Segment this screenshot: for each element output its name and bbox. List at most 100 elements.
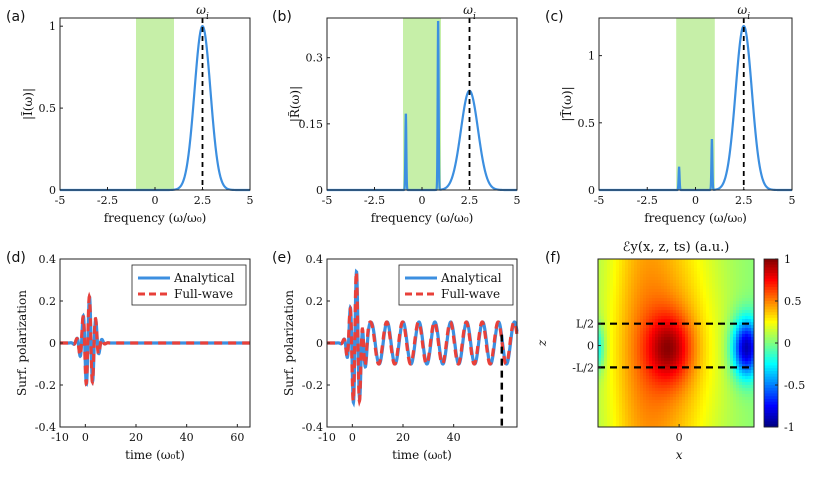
- heatmap-cell: [730, 262, 734, 266]
- heatmap-cell: [709, 259, 713, 263]
- heatmap-cell: [643, 271, 647, 275]
- heatmap-cell: [709, 379, 713, 383]
- heatmap-cell: [685, 316, 689, 320]
- heatmap-cell: [634, 409, 638, 413]
- colorbar-cell: [764, 317, 778, 321]
- heatmap-cell: [643, 358, 647, 362]
- heatmap-cell: [691, 400, 695, 404]
- heatmap-cell: [607, 337, 611, 341]
- heatmap-cell: [673, 406, 677, 410]
- heatmap-cell: [736, 265, 740, 269]
- heatmap-cell: [733, 397, 737, 401]
- heatmap-cell: [676, 379, 680, 383]
- heatmap-cell: [613, 310, 617, 314]
- heatmap-cell: [673, 343, 677, 347]
- heatmap-cell: [685, 301, 689, 305]
- heatmap-cell: [739, 325, 743, 329]
- heatmap-cell: [661, 400, 665, 404]
- heatmap-cell: [727, 286, 731, 290]
- heatmap-cell: [622, 265, 626, 269]
- heatmap-cell: [709, 307, 713, 311]
- colorbar-cell: [764, 345, 778, 349]
- heatmap-cell: [610, 277, 614, 281]
- heatmap-cell: [637, 400, 641, 404]
- colorbar-cell: [764, 393, 778, 397]
- heatmap-cell: [748, 376, 752, 380]
- heatmap-cell: [673, 370, 677, 374]
- heatmap-cell: [631, 313, 635, 317]
- heatmap-cell: [604, 406, 608, 410]
- heatmap-cell: [679, 328, 683, 332]
- heatmap-cell: [637, 352, 641, 356]
- heatmap-cell: [667, 286, 671, 290]
- heatmap-cell: [739, 412, 743, 416]
- heatmap-cell: [682, 358, 686, 362]
- heatmap-cell: [607, 295, 611, 299]
- heatmap-cell: [613, 391, 617, 395]
- heatmap-cell: [670, 376, 674, 380]
- heatmap-cell: [631, 280, 635, 284]
- heatmap-cell: [673, 418, 677, 422]
- heatmap-cell: [688, 280, 692, 284]
- heatmap-cell: [598, 406, 602, 410]
- heatmap-cell: [700, 400, 704, 404]
- heatmap-cell: [715, 391, 719, 395]
- heatmap-cell: [613, 262, 617, 266]
- heatmap-cell: [709, 283, 713, 287]
- heatmap-cell: [679, 277, 683, 281]
- heatmap-cell: [736, 307, 740, 311]
- heatmap-cell: [667, 367, 671, 371]
- heatmap-cell: [745, 304, 749, 308]
- heatmap-cell: [622, 364, 626, 368]
- heatmap-cell: [703, 412, 707, 416]
- heatmap-cell: [676, 352, 680, 356]
- heatmap-cell: [673, 298, 677, 302]
- heatmap-cell: [724, 277, 728, 281]
- heatmap-cell: [694, 286, 698, 290]
- heatmap-cell: [637, 403, 641, 407]
- heatmap-cell: [667, 379, 671, 383]
- heatmap-cell: [631, 388, 635, 392]
- heatmap-cell: [727, 337, 731, 341]
- heatmap-cell: [739, 328, 743, 332]
- heatmap-cell: [691, 304, 695, 308]
- heatmap-cell: [607, 349, 611, 353]
- heatmap-cell: [748, 355, 752, 359]
- heatmap-cell: [697, 355, 701, 359]
- heatmap-cell: [637, 334, 641, 338]
- heatmap-cell: [598, 271, 602, 275]
- heatmap-cell: [724, 280, 728, 284]
- heatmap-cell: [670, 379, 674, 383]
- heatmap-cell: [604, 316, 608, 320]
- heatmap-cell: [643, 391, 647, 395]
- heatmap-cell: [676, 289, 680, 293]
- heatmap-cell: [658, 265, 662, 269]
- heatmap-cell: [706, 328, 710, 332]
- heatmap-cell: [670, 361, 674, 365]
- heatmap-cell: [619, 280, 623, 284]
- heatmap-cell: [736, 289, 740, 293]
- heatmap-cell: [604, 289, 608, 293]
- heatmap-cell: [748, 280, 752, 284]
- heatmap-cell: [694, 313, 698, 317]
- heatmap-cell: [655, 280, 659, 284]
- heatmap-cell: [649, 400, 653, 404]
- heatmap-cell: [751, 286, 755, 290]
- heatmap-cell: [742, 352, 746, 356]
- heatmap-cell: [733, 367, 737, 371]
- heatmap-cell: [700, 259, 704, 263]
- heatmap-cell: [634, 421, 638, 425]
- heatmap-cell: [607, 334, 611, 338]
- heatmap-cell: [712, 277, 716, 281]
- x-tick-label: 0: [152, 194, 159, 207]
- heatmap-cell: [718, 400, 722, 404]
- heatmap-cell: [601, 382, 605, 386]
- heatmap-cell: [742, 316, 746, 320]
- heatmap-cell: [625, 313, 629, 317]
- heatmap-cell: [736, 385, 740, 389]
- heatmap-cell: [694, 415, 698, 419]
- heatmap-cell: [610, 319, 614, 323]
- heatmap-cell: [628, 349, 632, 353]
- heatmap-cell: [661, 367, 665, 371]
- heatmap-cell: [712, 421, 716, 425]
